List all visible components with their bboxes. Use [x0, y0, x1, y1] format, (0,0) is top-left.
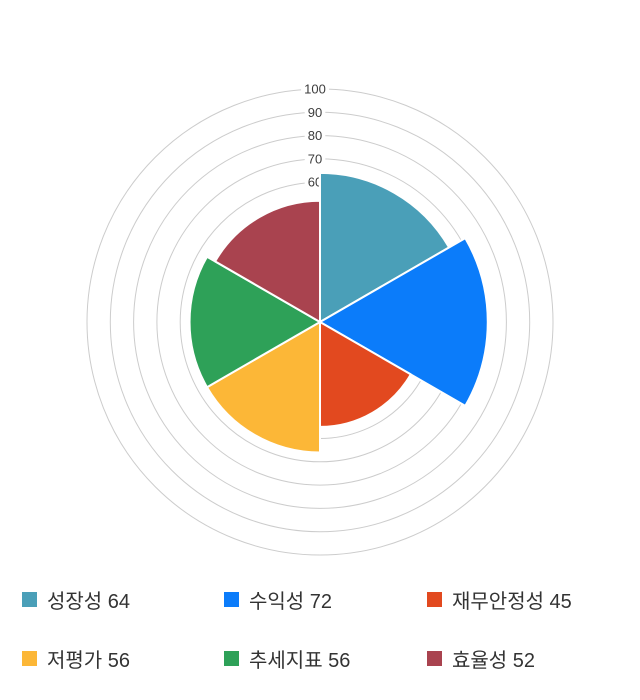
legend-swatch: [22, 591, 37, 607]
legend-swatch: [427, 650, 442, 666]
radial-tick-label: 100: [304, 82, 326, 97]
radial-tick-label: 80: [308, 128, 322, 143]
tick-label-halo: [304, 127, 326, 144]
sector-5[interactable]: [214, 199, 321, 323]
legend-swatch: [22, 650, 37, 666]
sector-0[interactable]: [319, 171, 451, 323]
tick-label-halo: [304, 104, 326, 121]
legend-item[interactable]: 효율성 52: [427, 644, 535, 672]
legend-swatch: [224, 591, 239, 607]
legend-item[interactable]: 성장성 64: [22, 585, 130, 613]
legend-item-label: 추세지표 56: [249, 649, 351, 672]
sector-4[interactable]: [188, 255, 321, 389]
legend-swatch: [427, 591, 442, 607]
legend-item[interactable]: 저평가 56: [22, 644, 130, 672]
sector-2[interactable]: [319, 321, 412, 428]
radial-tick-label: 60: [308, 175, 322, 190]
legend-item[interactable]: 추세지표 56: [224, 644, 350, 672]
tick-label-halo: [301, 81, 329, 97]
legend-item-label: 성장성 64: [47, 590, 131, 613]
legend-item[interactable]: 재무안정성 45: [427, 585, 572, 613]
radial-tick-label: 70: [308, 151, 322, 166]
legend-item-label: 효율성 52: [452, 649, 536, 672]
legend-item-label: 저평가 56: [47, 649, 131, 672]
legend-swatch: [224, 650, 239, 666]
tick-label-halo: [304, 150, 326, 167]
radial-tick-label: 90: [308, 105, 322, 120]
sector-1[interactable]: [319, 237, 489, 407]
legend-item-label: 수익성 72: [249, 590, 333, 613]
legend-item[interactable]: 수익성 72: [224, 585, 332, 613]
sector-3[interactable]: [206, 321, 321, 454]
legend-item-label: 재무안정성 45: [452, 590, 572, 613]
